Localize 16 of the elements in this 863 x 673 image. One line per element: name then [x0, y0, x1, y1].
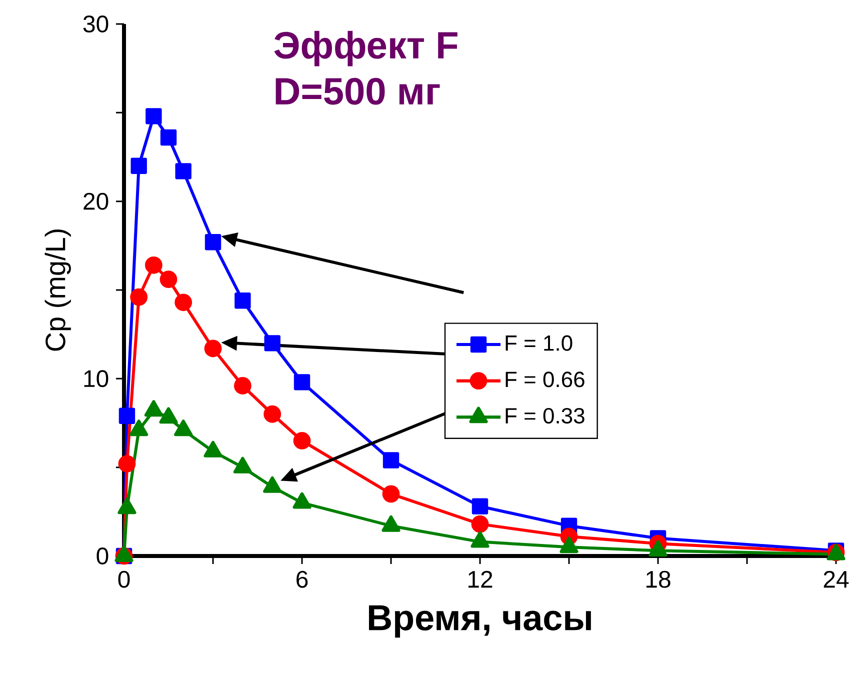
y-tick-label: 10 — [84, 370, 108, 388]
legend-label: F = 0.33 — [506, 408, 584, 424]
chart-title: Эффект F — [274, 30, 458, 66]
y-tick-label: 30 — [83, 15, 108, 32]
text: D=500 мг — [276, 78, 440, 105]
y-tick-label: 0 — [96, 547, 108, 564]
x-tick-label: 24 — [824, 570, 849, 588]
legend-label: F = 1.0 — [506, 335, 572, 351]
x-tick-label: 0 — [118, 570, 130, 588]
legend-label: F = 0.66 — [506, 372, 584, 388]
x-axis-title: Время, часы — [368, 605, 591, 638]
y-axis-title: Cp (mg/L) — [44, 230, 71, 351]
x-tick-label: 6 — [296, 570, 308, 588]
x-tick-label: 12 — [468, 570, 492, 588]
y-tick-label: 20 — [84, 192, 108, 210]
x-tick-label: 18 — [646, 570, 670, 588]
